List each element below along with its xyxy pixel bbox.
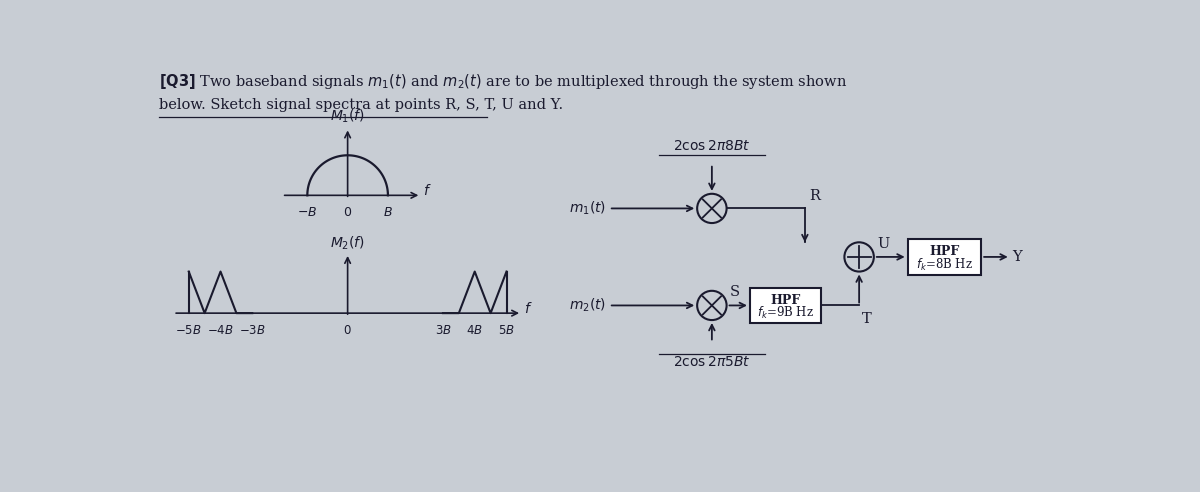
Text: $-5B$: $-5B$ xyxy=(175,324,202,337)
Text: $\mathbf{[Q3]}$ Two baseband signals $m_1(t)$ and $m_2(t)$ are to be multiplexed: $\mathbf{[Q3]}$ Two baseband signals $m_… xyxy=(160,72,847,91)
Text: $0$: $0$ xyxy=(343,206,352,219)
Text: HPF: HPF xyxy=(929,245,960,258)
Text: $M_2(f)$: $M_2(f)$ xyxy=(330,234,365,251)
Text: $M_1(f)$: $M_1(f)$ xyxy=(330,108,365,125)
Text: Y: Y xyxy=(1012,250,1022,264)
Text: $2\cos 2\pi 5Bt$: $2\cos 2\pi 5Bt$ xyxy=(673,356,751,369)
Bar xyxy=(750,288,821,323)
Text: $4B$: $4B$ xyxy=(467,324,484,337)
Text: $5B$: $5B$ xyxy=(498,324,515,337)
Text: R: R xyxy=(810,189,821,203)
Text: $-3B$: $-3B$ xyxy=(239,324,265,337)
Text: $0$: $0$ xyxy=(343,324,352,337)
Text: HPF: HPF xyxy=(770,294,800,307)
Bar xyxy=(907,239,982,275)
Text: U: U xyxy=(877,237,889,251)
Text: $2\cos 2\pi 8Bt$: $2\cos 2\pi 8Bt$ xyxy=(673,139,751,153)
Text: $f$: $f$ xyxy=(523,301,532,316)
Text: S: S xyxy=(730,285,740,299)
Text: $m_1(t)$: $m_1(t)$ xyxy=(569,200,606,217)
Text: $-B$: $-B$ xyxy=(298,206,318,219)
Text: $3B$: $3B$ xyxy=(434,324,451,337)
Text: $m_2(t)$: $m_2(t)$ xyxy=(569,297,606,314)
Text: $f$: $f$ xyxy=(422,183,432,198)
Text: $f_k$=8B Hz: $f_k$=8B Hz xyxy=(916,257,973,273)
Text: $-4B$: $-4B$ xyxy=(208,324,234,337)
Text: T: T xyxy=(863,311,872,326)
Text: $f_k$=9B Hz: $f_k$=9B Hz xyxy=(757,305,814,321)
Text: below. Sketch signal spectra at points R, S, T, U and Y.: below. Sketch signal spectra at points R… xyxy=(160,97,564,112)
Text: $B$: $B$ xyxy=(383,206,392,219)
